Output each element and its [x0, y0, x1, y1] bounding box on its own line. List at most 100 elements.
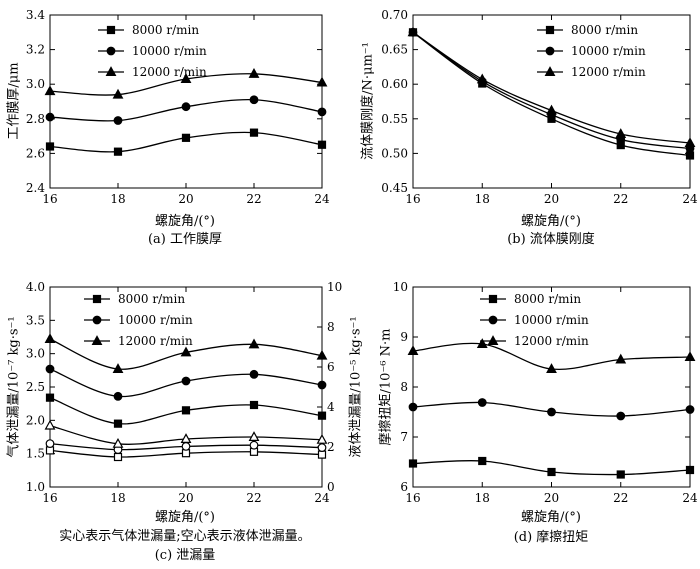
panel-c-series-point-0-2	[181, 406, 191, 415]
panel-b-legend-label-0: 8000 r/min	[571, 23, 638, 37]
panel-a-x-tick-label: 22	[246, 192, 261, 206]
panel-b-legend-label-2: 12000 r/min	[571, 65, 646, 79]
panel-c-x-label: 螺旋角/(°)	[155, 510, 215, 525]
panel-d-series-point-2-3	[615, 353, 627, 364]
panel-d-series-point-0-0	[408, 459, 418, 468]
panel-c-legend-marker-0	[92, 294, 102, 304]
panel-a-series-point-2-2	[180, 73, 192, 84]
panel-b-y-label: 流体膜刚度/N·μm⁻¹	[360, 42, 376, 160]
panel-c-series-right-point-2-3	[248, 431, 260, 441]
panel-c-series-point-2-2	[180, 346, 192, 357]
panel-c-series-point-1-1	[113, 391, 123, 401]
panel-d-series-point-0-2	[547, 467, 556, 477]
panel-d-legend-marker-1	[488, 315, 498, 325]
panel-c-y-label: 气体泄漏量/10⁻⁷ kg·s⁻¹	[6, 316, 22, 457]
panel-a-legend-label-2: 12000 r/min	[132, 65, 207, 79]
panel-d-y-tick-label: 10	[393, 280, 408, 294]
panel-c-series-point-0-3	[249, 400, 259, 410]
panel-d-x-label: 螺旋角/(°)	[521, 510, 581, 525]
panel-d-series-point-1-4	[685, 405, 695, 414]
panel-b-series-point-2-4	[684, 137, 696, 148]
panel-d-y-tick-label: 7	[400, 430, 408, 444]
panel-a-y-tick-label: 2.4	[26, 181, 45, 195]
panel-c-y-right-tick-label: 8	[327, 320, 335, 334]
panel-c-plot: 16 18 20 22 241.01.52.02.53.03.54.0024681080…	[26, 280, 342, 505]
panel-d: 摩擦扭矩/10⁻⁶ N·m 螺旋角/(°) (d) 摩擦扭矩 16 18 20 22 2…	[378, 280, 698, 545]
panel-c-y-tick-label: 3.5	[26, 313, 45, 327]
panel-b: 流体膜刚度/N·μm⁻¹ 螺旋角/(°) (b) 流体膜刚度 16 18 20 22 2…	[360, 8, 698, 247]
panel-d-legend-label-0: 8000 r/min	[514, 292, 581, 306]
panel-b-series-point-2-0	[407, 26, 419, 37]
panel-d-legend: 8000 r/min 10000 r/min 12000 r/min	[480, 292, 589, 348]
panel-c-series-right-point-2-4	[316, 433, 328, 444]
panel-c-y-tick-label: 2.0	[26, 413, 45, 427]
panel-c-x-tick-label: 22	[246, 491, 261, 505]
panel-d-series-point-2-2	[546, 363, 557, 373]
panel-c-series-right-point-0-4	[317, 450, 327, 459]
panel-a-x-tick-label: 18	[110, 192, 125, 206]
panel-c-y-right-tick-label: 10	[327, 280, 342, 294]
panel-d-series-point-2-4	[684, 351, 696, 361]
panel-d-x-tick-label: 24	[682, 491, 698, 505]
panel-d-legend-label-1: 10000 r/min	[514, 313, 589, 327]
panel-c-y-right-tick-label: 4	[327, 400, 335, 414]
panel-b-legend-marker-0	[545, 25, 555, 35]
panel-d-x-tick-label: 22	[613, 491, 628, 505]
panel-a-legend-marker-2	[105, 66, 117, 77]
panel-c-series-point-2-0	[44, 333, 56, 343]
panel-d-legend-marker-0	[488, 294, 498, 304]
panel-d-series-point-1-2	[547, 407, 556, 417]
panel-d-series-point-2-0	[407, 345, 419, 355]
panel-a-series-point-0-3	[249, 128, 259, 137]
panel-a: 工作膜厚/μm 螺旋角/(°) (a) 工作膜厚 16 18 20 22 24 2.4 2.…	[7, 8, 330, 247]
panel-a-y-tick-label: 3.4	[26, 8, 45, 22]
panel-d-y-tick-label: 9	[400, 330, 408, 344]
panel-c-series-point-1-4	[317, 380, 327, 390]
panel-a-legend: 8000 r/min 10000 r/min 12000 r/min	[98, 23, 207, 79]
panel-c-series-point-0-0	[45, 393, 55, 402]
panel-c-y-tick-label: 2.5	[26, 380, 45, 394]
panel-c: 气体泄漏量/10⁻⁷ kg·s⁻¹ 液体泄漏量/10⁻⁵ kg·s⁻¹ 螺旋角/…	[6, 280, 364, 563]
panel-b-series-point-2-1	[476, 73, 488, 84]
panel-c-note: 实心表示气体泄漏量;空心表示液体泄漏量。	[59, 528, 310, 544]
panel-b-y-tick-label: 0.50	[381, 146, 408, 160]
panel-d-caption: (d) 摩擦扭矩	[514, 529, 589, 545]
panel-c-y-tick-label: 1.5	[26, 447, 45, 461]
panel-d-x-tick-label: 20	[544, 491, 559, 505]
panel-d-series-point-0-1	[478, 456, 487, 466]
panel-d-series-point-1-0	[408, 402, 418, 412]
panel-b-legend: 8000 r/min 10000 r/min 12000 r/min	[537, 23, 646, 79]
panel-a-legend-label-0: 8000 r/min	[132, 23, 199, 37]
panel-a-x-tick-label: 24	[314, 192, 330, 206]
panel-c-series-right-point-2-2	[180, 433, 192, 443]
panel-d-x-tick-label: 18	[475, 491, 490, 505]
panel-c-x-tick-label: 18	[110, 491, 125, 505]
panel-d-plot: 16 18 20 22 24 6 7 8 9 10 8000 r/min 10000 r/min 120…	[393, 280, 698, 505]
panel-d-x-tick-label: 16	[405, 491, 420, 505]
panel-b-legend-marker-2	[544, 66, 556, 77]
panel-a-legend-marker-1	[106, 46, 116, 56]
panel-a-plot: 16 18 20 22 24 2.4 2.6 2.8 3.0 3.2 3.4 8000 r/min 10…	[26, 8, 330, 206]
panel-c-legend-label-1: 10000 r/min	[118, 313, 193, 327]
panel-c-series-right-point-2-0	[44, 419, 56, 430]
panel-c-y-tick-label: 1.0	[26, 480, 45, 494]
panel-c-y-label-right: 液体泄漏量/10⁻⁵ kg·s⁻¹	[348, 316, 364, 457]
panel-c-legend-marker-2	[91, 335, 103, 345]
panel-c-y-right-tick-label: 0	[327, 480, 335, 494]
panel-d-series-point-1-3	[616, 411, 626, 421]
panel-c-series-right-point-1-2	[181, 442, 191, 451]
panel-a-y-tick-label: 3.0	[26, 77, 45, 91]
panel-b-y-tick-label: 0.55	[381, 112, 408, 126]
panel-a-y-tick-label: 2.8	[26, 112, 45, 126]
panel-b-y-tick-label: 0.45	[381, 181, 408, 195]
panel-a-series-point-0-2	[181, 133, 191, 142]
panel-d-y-tick-label: 6	[400, 480, 408, 494]
panel-b-x-tick-label: 22	[613, 192, 628, 206]
panel-c-series-right-point-0-1	[113, 452, 123, 462]
panel-c-y-right-tick-label: 2	[327, 440, 335, 454]
panel-a-series-point-0-4	[317, 140, 327, 149]
panel-a-series-point-2-0	[44, 85, 56, 96]
panel-c-series-point-0-4	[317, 411, 327, 420]
